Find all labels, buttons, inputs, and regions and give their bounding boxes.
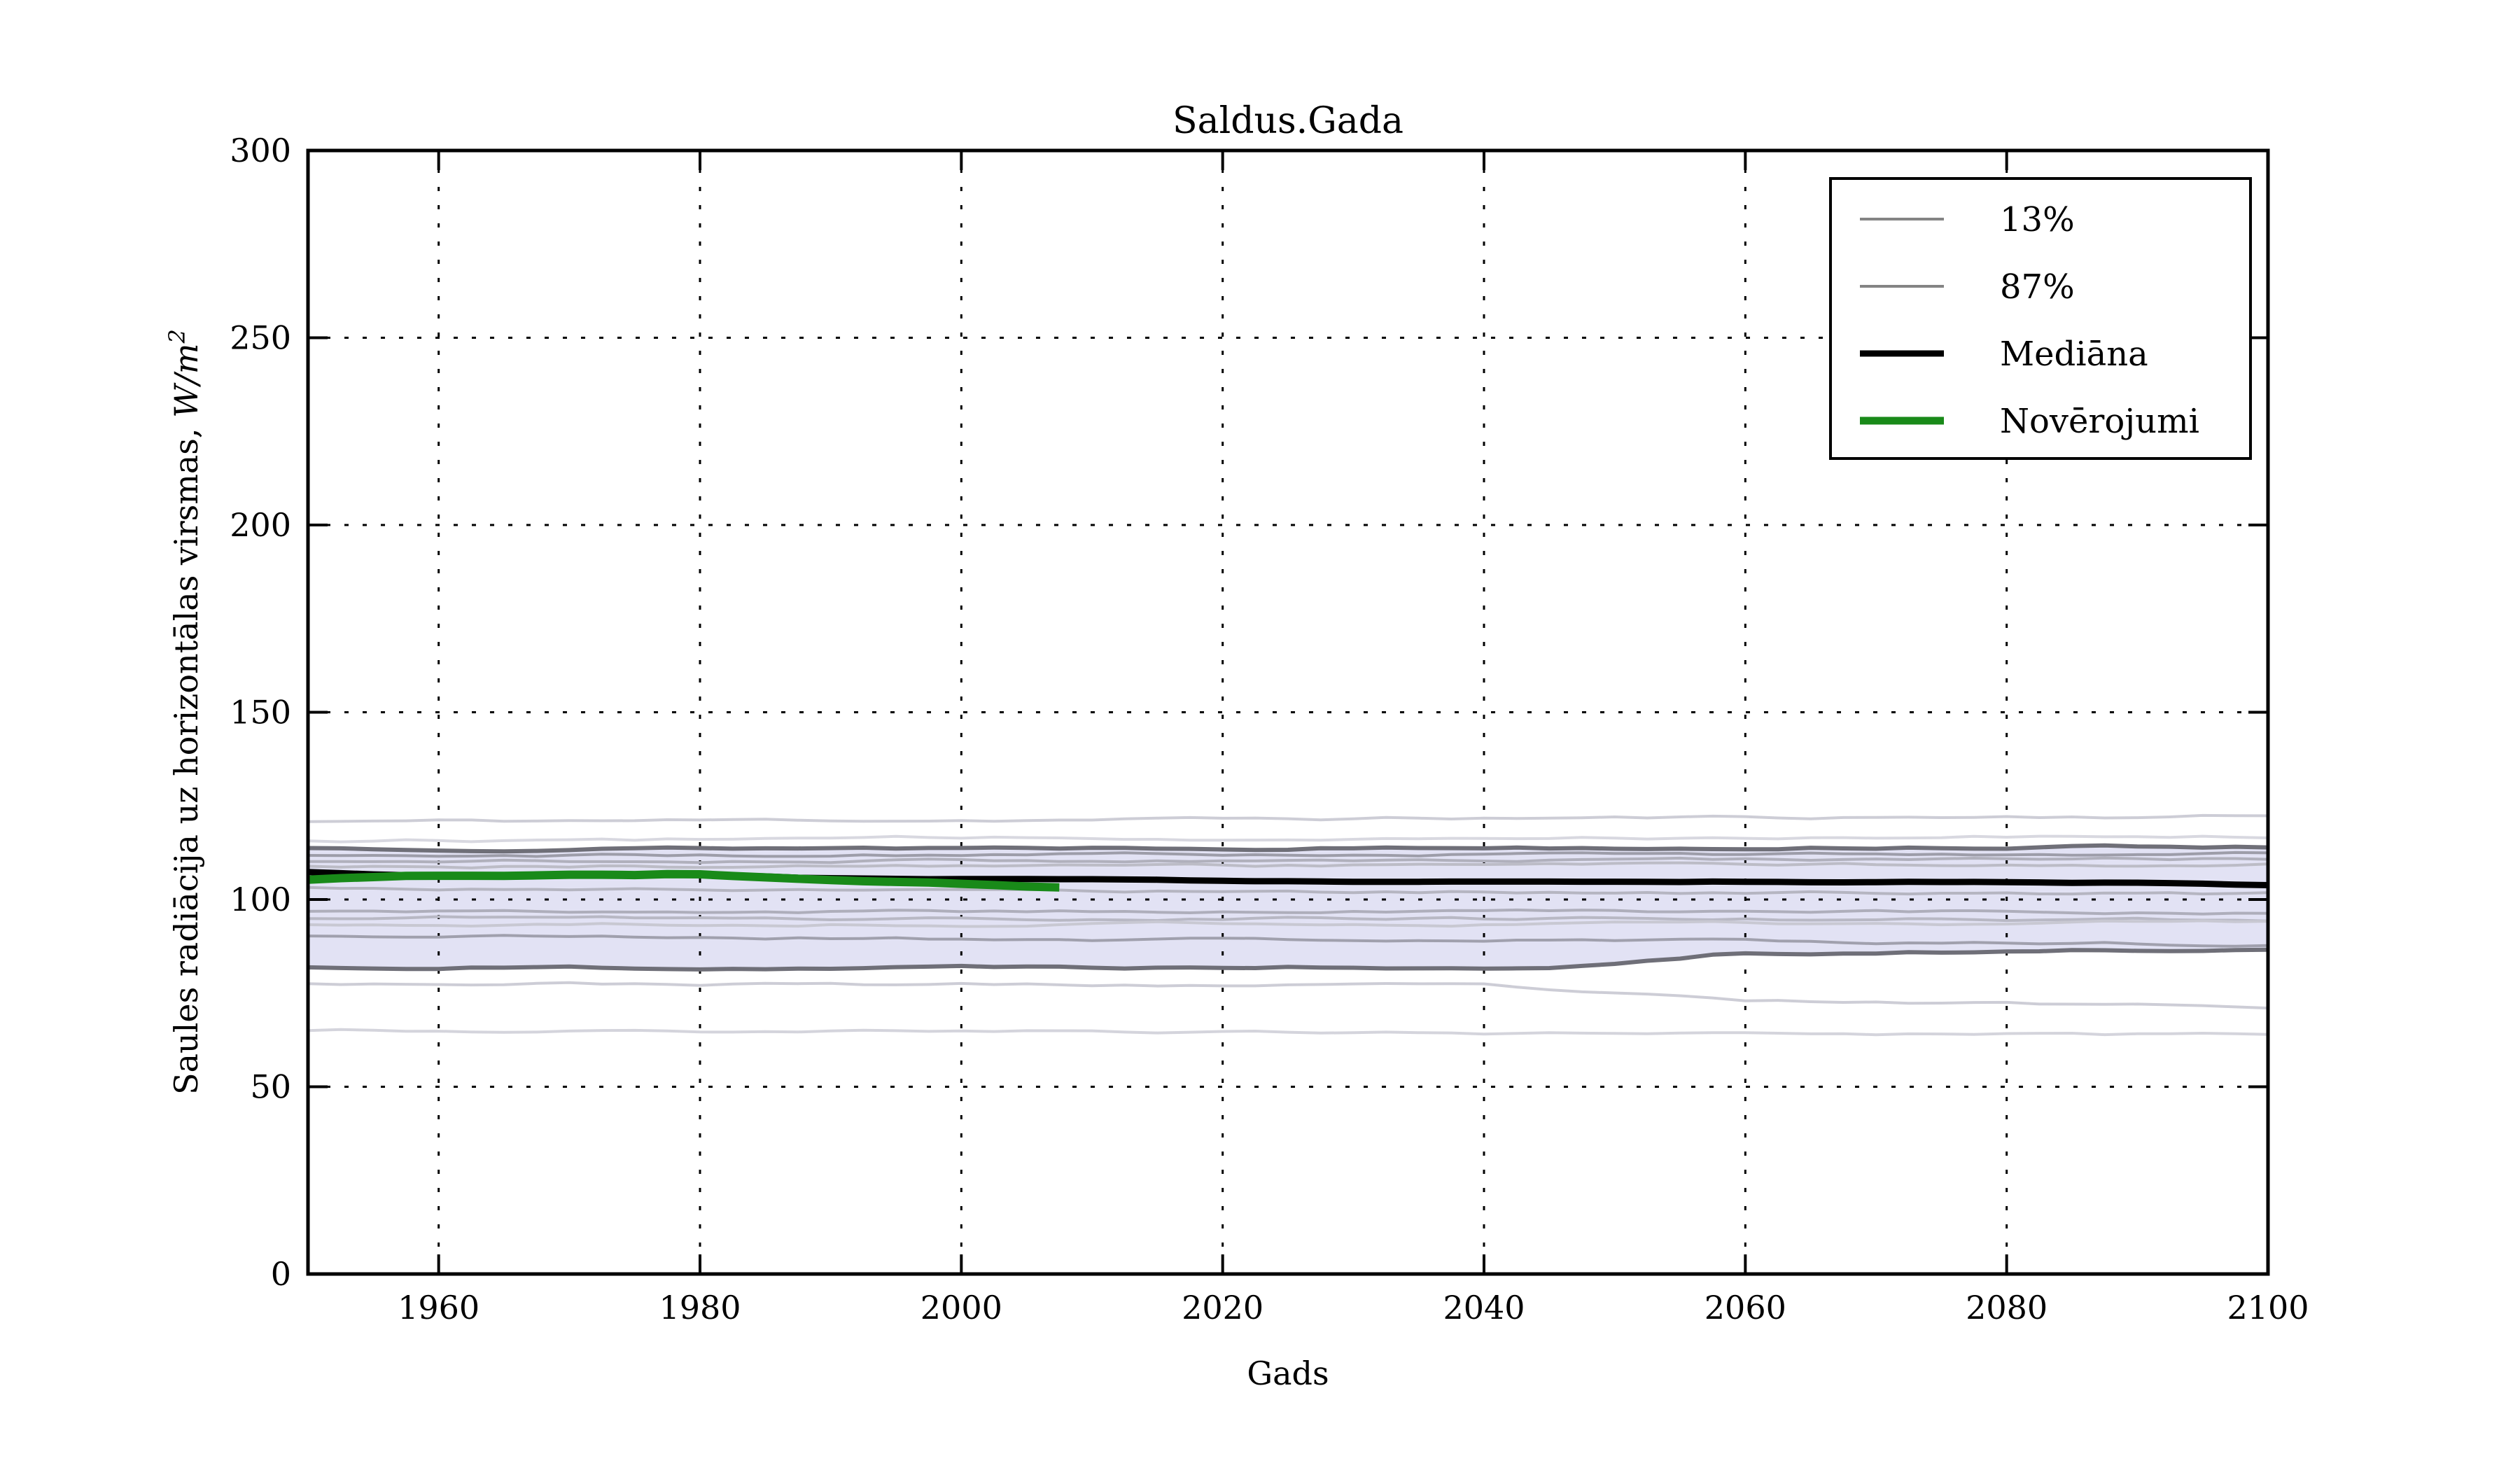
legend-label: 87% — [2000, 267, 2075, 307]
ensemble-line — [307, 834, 2269, 844]
x-tick-label: 2000 — [920, 1289, 1002, 1326]
y-axis-label-math: W/m — [167, 343, 205, 417]
ensemble-line — [307, 981, 2269, 1010]
y-axis-label: Saules radiācija uz horizontālas virsmas… — [164, 329, 205, 1095]
ensemble-line — [307, 1028, 2269, 1037]
y-tick-label: 250 — [230, 319, 291, 357]
y-tick-label: 50 — [250, 1068, 291, 1106]
percentile-line-band_upper — [307, 843, 2269, 854]
y-tick-label: 200 — [230, 506, 291, 544]
y-tick-label: 300 — [230, 132, 291, 169]
x-tick-label: 2060 — [1704, 1289, 1786, 1326]
series-layer — [307, 869, 2269, 892]
legend: 13% 87% Mediāna Novērojumi — [1829, 177, 2252, 460]
x-tick-label: 1980 — [659, 1289, 741, 1326]
ensemble-line — [307, 934, 2269, 948]
ensemble-line — [307, 908, 2269, 916]
x-tick-label: 1960 — [398, 1289, 479, 1326]
legend-label: 13% — [2000, 200, 2075, 239]
y-axis-label-sup: 2 — [164, 329, 190, 344]
y-tick-label: 100 — [230, 881, 291, 918]
y-axis-label-text: Saules radiācija uz horizontālas virsmas… — [167, 418, 205, 1095]
x-tick-label: 2080 — [1966, 1289, 2047, 1326]
y-tick-label: 0 — [271, 1255, 291, 1293]
x-tick-label: 2020 — [1182, 1289, 1264, 1326]
ensemble-line — [307, 856, 2269, 864]
ensemble-line — [307, 850, 2269, 858]
observations-line — [307, 869, 1060, 892]
legend-label: Mediāna — [2000, 335, 2148, 374]
ensemble-line — [307, 813, 2269, 823]
ensemble-lines-layer — [307, 813, 2269, 1037]
y-tick-label: 150 — [230, 694, 291, 732]
legend-label: Novērojumi — [2000, 402, 2199, 441]
x-tick-label: 2100 — [2227, 1289, 2309, 1326]
ensemble-line — [307, 919, 2269, 928]
legend-box — [1829, 177, 2252, 460]
ensemble-line — [307, 915, 2269, 923]
ensemble-line — [307, 861, 2269, 869]
x-tick-label: 2040 — [1443, 1289, 1525, 1326]
tick-label-layer: 1960 1980 2000 2020 2040 2060 2080 2100 0 50 100 15… — [230, 132, 2309, 1326]
ensemble-line — [307, 886, 2269, 896]
x-axis-label: Gads — [1247, 1354, 1329, 1392]
chart-title: Saldus.Gada — [1172, 100, 1404, 142]
percentile-line-band_lower — [307, 947, 2269, 972]
